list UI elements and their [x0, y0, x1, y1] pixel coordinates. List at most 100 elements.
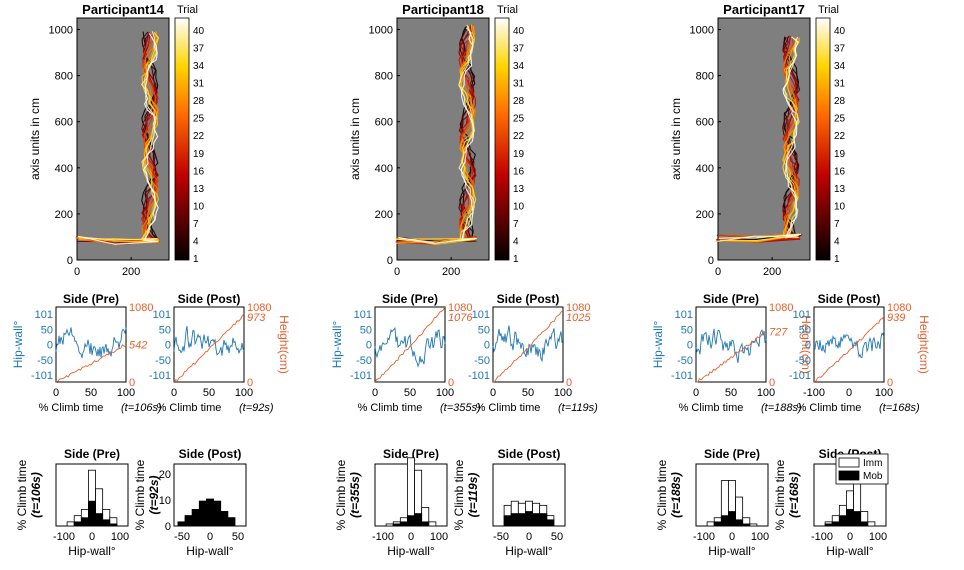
hist-xlabel: Hip-wall°	[826, 544, 874, 558]
post-line-plot: Side (Post) 101 50 0 -50 -101 1080 0 1025 0 50 100%…	[468, 292, 598, 414]
legend-label-imm: Imm	[863, 458, 882, 469]
line-xtick-label: -100	[803, 387, 825, 399]
left-tick-label: 101	[793, 309, 811, 321]
line-plot-title: Side (Post)	[178, 292, 241, 306]
left-tick-label: 101	[675, 309, 693, 321]
line-xtick-label: 50	[725, 387, 737, 399]
hist-bar-mob	[853, 511, 862, 527]
map-ylabel: axis units in cm	[28, 98, 42, 180]
hist-bar-mob	[198, 500, 207, 527]
line-plot-title: Side (Post)	[818, 292, 881, 306]
line-plot-title: Side (Pre)	[703, 292, 759, 306]
trial-trajectory	[396, 26, 476, 244]
left-tick-label: 0	[47, 340, 53, 352]
right-ylabel: Height(cm)	[917, 315, 931, 374]
height-trace	[492, 310, 564, 383]
hip-wall-trace	[492, 325, 564, 363]
colorbar-tick-label: 10	[193, 201, 205, 212]
trial-trajectory	[719, 38, 800, 242]
colorbar-tick-label: 22	[834, 131, 846, 142]
hist-bar-mob	[421, 521, 430, 527]
right-tick-label: 1080	[566, 302, 590, 314]
right-tick-label: 0	[448, 377, 454, 389]
hip-wall-trace	[374, 327, 446, 368]
map-ylabel: axis units in cm	[348, 98, 362, 180]
left-tick-label: -50	[155, 355, 171, 367]
map-ytick-label: 200	[375, 209, 393, 221]
hist-xlabel: Hip-wall°	[186, 544, 234, 558]
line-xtick-label: 100	[554, 387, 572, 399]
colorbar-tick-label: 19	[834, 149, 846, 160]
hist-bar-mob	[860, 521, 869, 527]
colorbar-tick-label: 31	[193, 79, 205, 90]
height-trace	[374, 305, 446, 383]
left-tick-label: 101	[153, 309, 171, 321]
hist-ytick-label: 0	[165, 521, 171, 533]
colorbar-tick-label: 4	[513, 236, 519, 247]
hist-bar-mob	[546, 519, 555, 527]
hist-bar-mob	[539, 513, 548, 527]
colorbar-tick-label: 16	[193, 166, 205, 177]
map-ytick-label: 200	[55, 209, 73, 221]
hist-xtick-label: -50	[493, 531, 509, 543]
colorbar	[494, 17, 510, 261]
hist-xtick-label: 50	[551, 531, 563, 543]
legend-swatch-mob	[838, 470, 860, 481]
line-xtick-label: 100	[875, 387, 893, 399]
hist-bar-mob	[720, 515, 729, 527]
right-tick-label: 1080	[129, 302, 153, 314]
hist-ylabel: % Climb time	[334, 459, 348, 530]
map-ytick-label: 600	[55, 117, 73, 129]
line-xlabel: % Climb time	[358, 402, 423, 414]
hist-ylabel-note: (t=106s)	[29, 472, 43, 518]
left-tick-label: 50	[41, 324, 53, 336]
colorbar-tick-label: 31	[834, 79, 846, 90]
line-xtick-label: 50	[404, 387, 416, 399]
map-ytick-label: 800	[375, 71, 393, 83]
hist-ylabel-note: (t=168s)	[787, 472, 801, 518]
hist-bar-mob	[503, 515, 512, 527]
left-tick-label: -50	[37, 355, 53, 367]
map-xtick-label: 0	[394, 266, 400, 278]
left-tick-label: -101	[149, 370, 171, 382]
hist-title: Side (Pre)	[64, 447, 120, 461]
line-xtick-label: 100	[757, 387, 775, 399]
colorbar-tick-label: 1	[834, 254, 840, 265]
line-xtick-label: 0	[846, 387, 852, 399]
hist-bar-mob	[407, 515, 415, 527]
pre-line-plot: Side (Pre) 101 50 0 -50 -101 1080 0 542 0 50 100 % C…	[11, 292, 162, 414]
trial-trajectory	[395, 24, 475, 245]
map-ylabel: axis units in cm	[669, 98, 683, 180]
hist-ylabel: % Climb time	[15, 459, 29, 530]
right-tick-label: 1080	[887, 302, 911, 314]
line-plot-title: Side (Pre)	[63, 292, 119, 306]
hist-xtick-label: 100	[869, 531, 887, 543]
line-xtick-label: 0	[171, 387, 177, 399]
hist-xtick-label: 0	[89, 531, 95, 543]
hist-ylabel-note: (t=119s)	[466, 473, 480, 518]
colorbar-tick-label: 16	[513, 166, 525, 177]
line-plot-area	[55, 306, 127, 383]
map-ytick-label: 200	[696, 209, 714, 221]
hist-bar-mob	[88, 500, 96, 527]
hist-xtick-label: 50	[232, 531, 244, 543]
line-xlabel-note: (t=106s)	[121, 402, 162, 414]
colorbar-tick-label: 37	[193, 44, 205, 55]
map-plot-area	[396, 17, 490, 261]
hist-xtick-label: 0	[847, 531, 853, 543]
line-xtick-label: 50	[203, 387, 215, 399]
pre-line-plot: Side (Pre) 101 50 0 -50 -101 1080 0 1076 0 50 100 % …	[330, 292, 481, 414]
hist-ylabel: % Climb time	[655, 459, 669, 530]
left-ylabel: Hip-wall°	[330, 321, 344, 369]
height-trace	[173, 313, 245, 383]
colorbar-tick-label: 25	[193, 114, 205, 125]
colorbar-tick-label: 7	[513, 219, 519, 230]
hist-xtick-label: 100	[430, 531, 448, 543]
hist-bar-mob	[109, 523, 118, 527]
hist-bar-imm	[867, 521, 876, 527]
left-tick-label: -50	[795, 355, 811, 367]
hist-ylabel: % Climb time	[452, 459, 466, 530]
left-tick-label: 50	[478, 324, 490, 336]
height-end-label: 542	[129, 339, 147, 351]
